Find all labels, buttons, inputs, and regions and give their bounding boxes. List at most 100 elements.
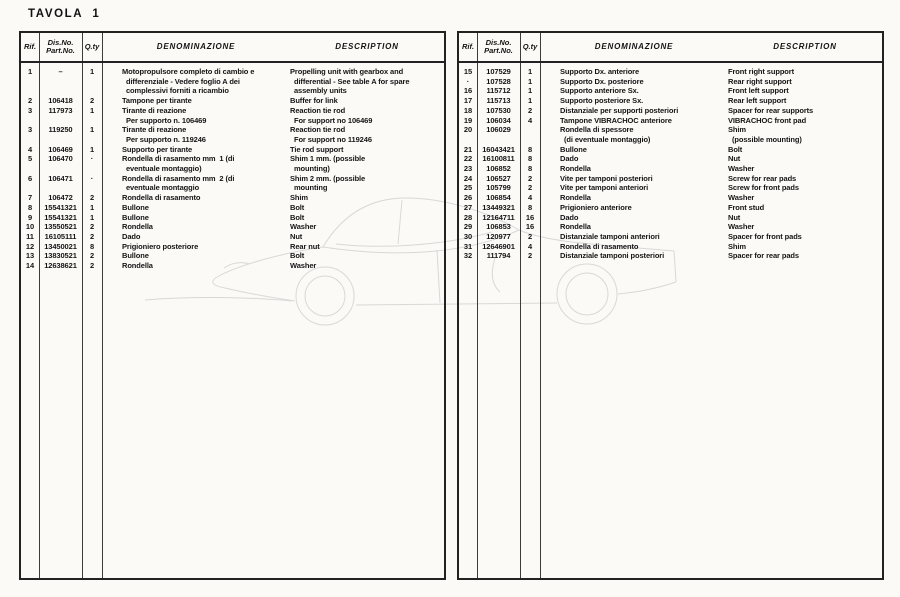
- table-row: 5 106470 · Rondella di rasamento mm 1 (d…: [21, 154, 444, 173]
- description-cell: Washer: [728, 164, 755, 174]
- text-cell: Rondella Washer: [540, 222, 882, 232]
- description-cell: Front left support: [728, 86, 789, 96]
- quantity-cell: ·: [90, 173, 94, 183]
- header-rif: Rif.: [461, 41, 475, 51]
- description-cell: Washer: [728, 193, 755, 203]
- table-row: 4 106469 1 Supporto per tirante Tie rod …: [21, 145, 444, 155]
- ref-number-cell: 27: [463, 202, 473, 212]
- part-number-cell: 106854: [486, 193, 511, 203]
- denominazione-cell: Rondella di rasamento: [560, 241, 639, 251]
- part-number-cell: 13450021: [44, 241, 77, 251]
- header-rif: Rif.: [23, 41, 37, 51]
- ref-number-cell: 9: [27, 212, 33, 222]
- denominazione-cell: Distanziale tamponi posteriori: [560, 251, 665, 261]
- table-row: 25 105799 2 Vite per tamponi anteriori S…: [459, 183, 882, 193]
- ref-number-cell: 4: [27, 144, 33, 154]
- ref-number-cell: 28: [463, 212, 473, 222]
- denominazione-cell: Supporto Dx. posteriore: [560, 76, 644, 86]
- table-row: 22 16100811 8 Dado Nut: [459, 154, 882, 164]
- ref-number-cell: 19: [463, 115, 473, 125]
- quantity-cell: 2: [527, 173, 533, 183]
- denominazione-cell: Rondella: [560, 164, 591, 174]
- car-side-outline-watermark: [144, 197, 677, 326]
- part-number-cell: 12164711: [482, 212, 515, 222]
- text-cell: Tampone per tirante Buffer for link: [102, 96, 444, 106]
- description-cell: Bolt: [290, 251, 305, 261]
- ref-number-cell: 3: [27, 125, 33, 135]
- part-number-cell: –: [58, 67, 63, 76]
- denominazione-cell: Prigioniero anteriore: [560, 202, 632, 212]
- denominazione-cell: Dado: [560, 212, 579, 222]
- column-divider: [520, 33, 521, 578]
- ref-number-cell: 25: [463, 183, 473, 193]
- quantity-cell: 1: [89, 67, 95, 76]
- table-row: 1 – 1 Motopropulsore completo di cambio …: [21, 67, 444, 96]
- table-row: 20 106029 Rondella di spessore (di event…: [459, 125, 882, 144]
- table-row: 28 12164711 16 Dado Nut: [459, 213, 882, 223]
- part-number-cell: 106470: [48, 154, 73, 164]
- denominazione-cell: Dado: [560, 154, 579, 164]
- header-part-no: Part.No.: [46, 46, 75, 55]
- table-row: 24 106527 2 Vite per tamponi posteriori …: [459, 174, 882, 184]
- part-number-cell: 106029: [486, 125, 511, 135]
- text-cell: Supporto posteriore Sx. Rear left suppor…: [540, 96, 882, 106]
- column-divider: [477, 33, 478, 578]
- quantity-cell: 4: [527, 193, 533, 203]
- denominazione-cell: Tirante di reazione Per supporto n. 1064…: [122, 105, 207, 125]
- quantity-cell: 2: [89, 231, 95, 241]
- header-qty: Q.ty: [84, 41, 100, 51]
- quantity-cell: 8: [527, 144, 533, 154]
- column-divider: [82, 33, 83, 578]
- quantity-cell: 4: [527, 241, 533, 251]
- text-cell: Rondella di rasamento Shim: [102, 193, 444, 203]
- quantity-cell: 2: [527, 251, 533, 261]
- text-cell: Distanziale tamponi posteriori Spacer fo…: [540, 251, 882, 261]
- ref-number-cell: 30: [463, 231, 473, 241]
- header-denominazione: DENOMINAZIONE: [594, 41, 674, 51]
- ref-number-cell: 3: [27, 105, 33, 115]
- part-number-cell: 15541321: [44, 202, 77, 212]
- denominazione-cell: Rondella di rasamento mm 2 (di eventuale…: [122, 173, 235, 193]
- part-number-cell: 115712: [486, 86, 511, 96]
- text-cell: Bullone Bolt: [102, 251, 444, 261]
- text-cell: Dado Nut: [540, 154, 882, 164]
- description-cell: Shim: [728, 241, 746, 251]
- table-row: 21 16043421 8 Bullone Bolt: [459, 145, 882, 155]
- denominazione-cell: Bullone: [122, 202, 149, 212]
- text-cell: Rondella di rasamento Shim: [540, 242, 882, 252]
- ref-number-cell: 21: [463, 144, 473, 154]
- denominazione-cell: Distanziale tamponi anteriori: [560, 231, 660, 241]
- description-cell: Bolt: [290, 202, 305, 212]
- table-row: 16 115712 1 Supporto anteriore Sx. Front…: [459, 86, 882, 96]
- table-row: 13 13830521 2 Bullone Bolt: [21, 251, 444, 261]
- description-cell: Nut: [728, 154, 741, 164]
- quantity-cell: 1: [527, 86, 533, 96]
- header-text-columns: DENOMINAZIONE DESCRIPTION: [102, 42, 444, 52]
- text-cell: Tirante di reazione Per supporto n. 1192…: [102, 125, 444, 144]
- denominazione-cell: Bullone: [122, 251, 149, 261]
- quantity-cell: 2: [527, 231, 533, 241]
- ref-number-cell: 10: [25, 222, 35, 232]
- description-cell: Tie rod support: [290, 144, 344, 154]
- description-cell: Screw for front pads: [728, 183, 799, 193]
- denominazione-cell: Rondella di spessore (di eventuale monta…: [560, 125, 651, 144]
- description-cell: Spacer for rear pads: [728, 251, 799, 261]
- description-cell: Shim 1 mm. (possible mounting): [290, 154, 366, 174]
- text-cell: Dado Nut: [102, 232, 444, 242]
- table-body: 15 107529 1 Supporto Dx. anteriore Front…: [459, 63, 882, 261]
- denominazione-cell: Rondella: [560, 222, 591, 232]
- text-cell: Rondella di rasamento mm 1 (di eventuale…: [102, 154, 444, 173]
- quantity-cell: 1: [527, 67, 533, 76]
- denominazione-cell: Supporto per tirante: [122, 144, 193, 154]
- text-cell: Bullone Bolt: [540, 145, 882, 155]
- table-row: 31 12646901 4 Rondella di rasamento Shim: [459, 242, 882, 252]
- denominazione-cell: Rondella: [122, 261, 153, 271]
- ref-number-cell: 15: [463, 67, 473, 76]
- table-row: 26 106854 4 Rondella Washer: [459, 193, 882, 203]
- description-cell: Reaction tie rod For support no 106469: [290, 105, 373, 125]
- quantity-cell: 1: [89, 105, 95, 115]
- table-row: 11 16105111 2 Dado Nut: [21, 232, 444, 242]
- ref-number-cell: 31: [463, 241, 473, 251]
- part-number-cell: 105799: [486, 183, 511, 193]
- part-number-cell: 106471: [48, 173, 73, 183]
